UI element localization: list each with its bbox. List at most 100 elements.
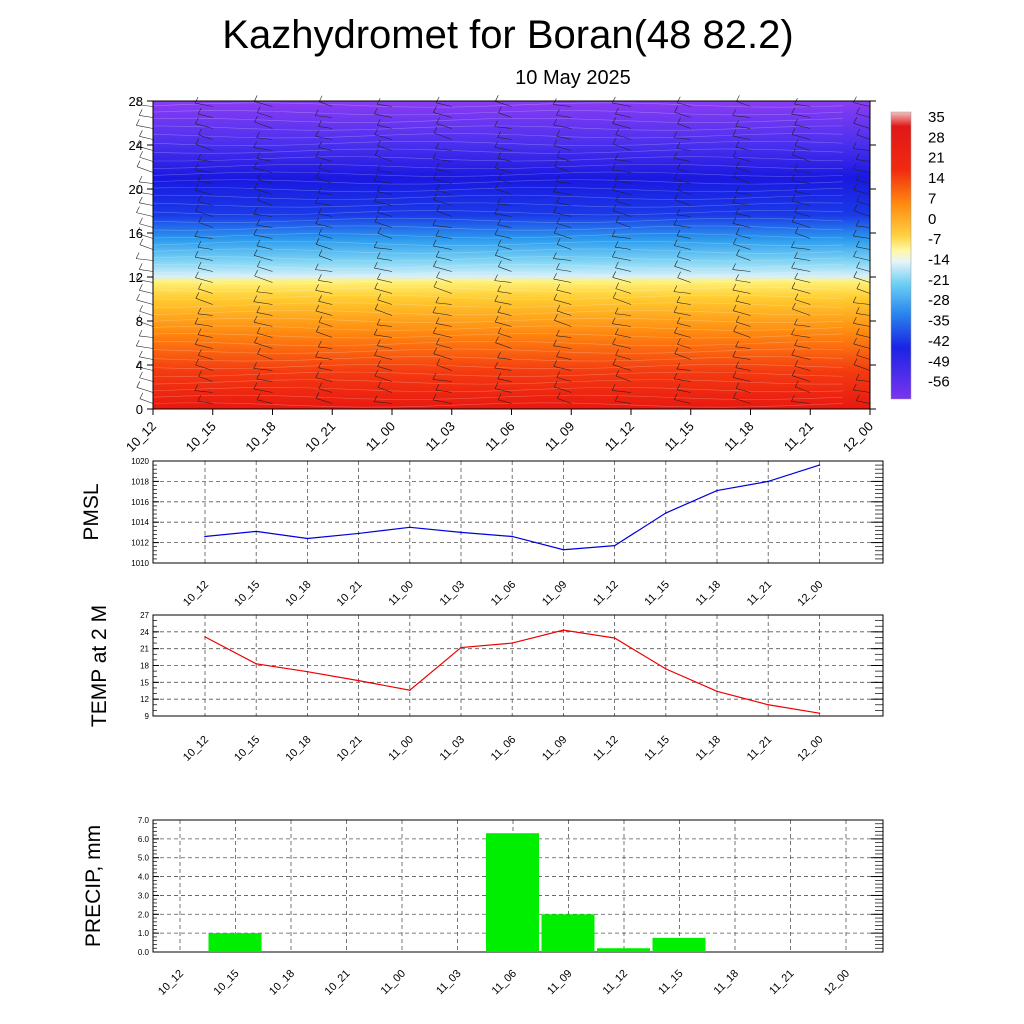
wind-barb: [374, 113, 393, 118]
wind-barb-flag: [136, 360, 140, 367]
pmsl-point: [255, 530, 257, 533]
wind-barb-flag: [673, 306, 678, 313]
wind-barb-flag: [791, 328, 795, 335]
x-tick-label: 11_00: [379, 968, 409, 998]
wind-barb: [374, 288, 393, 294]
wind-barb-flag: [674, 106, 678, 113]
wind-barb: [139, 115, 154, 118]
wind-barb: [253, 234, 273, 239]
x-tick-label: 11_06: [490, 968, 520, 998]
y-tick-label: 1020: [131, 457, 149, 466]
y-tick-label: 4: [136, 358, 143, 373]
wind-barb: [553, 366, 572, 371]
wind-barb-flag: [139, 130, 143, 137]
contour-line: [152, 102, 844, 108]
wind-barb-flag: [677, 271, 681, 278]
wind-barb: [791, 288, 811, 294]
wind-barb-flag: [676, 317, 681, 324]
x-tick-label: 10_15: [212, 968, 242, 998]
wind-barb: [792, 308, 811, 316]
wind-barb-flag: [194, 163, 199, 170]
wind-barb: [498, 178, 512, 184]
wind-barb-flag: [735, 161, 740, 169]
wind-barb: [554, 320, 572, 327]
wind-barb-flag: [735, 120, 739, 127]
wind-barb: [853, 168, 871, 173]
wind-barb-flag: [373, 328, 378, 335]
x-tick-label: 11_06: [482, 419, 517, 454]
wind-barb-flag: [432, 327, 437, 334]
pmsl-point: [562, 548, 565, 551]
wind-barb-flag: [735, 207, 740, 214]
wind-barb: [136, 166, 154, 173]
x-tick-label: 10_15: [232, 734, 262, 764]
wind-barb: [794, 278, 811, 283]
wind-barb-flag: [494, 207, 498, 215]
temp-point: [511, 642, 513, 644]
wind-barb: [497, 158, 512, 162]
wind-barb-flag: [553, 252, 557, 259]
wind-barb-flag: [735, 382, 740, 389]
wind-barb-flag: [256, 131, 260, 138]
wind-barb-flag: [377, 227, 382, 234]
wind-barb: [612, 236, 632, 239]
wind-barb: [498, 266, 512, 272]
y-tick-label: 9: [145, 712, 150, 721]
pmsl-point: [716, 489, 718, 492]
wind-barb-flag: [139, 238, 144, 245]
wind-barb-flag: [318, 249, 323, 256]
wind-barb-flag: [736, 249, 740, 256]
wind-barb-flag: [377, 185, 381, 192]
pmsl-panel: 1010 1012 1014 1016 1018 1020 10_12 10_15 10_18 1…: [80, 457, 884, 609]
wind-barb-flag: [377, 139, 381, 147]
wind-barb: [433, 199, 452, 206]
wind-barb: [198, 267, 213, 272]
wind-barb: [197, 313, 213, 316]
wind-barb: [139, 335, 154, 338]
wind-barb: [198, 201, 213, 206]
wind-barb: [433, 332, 452, 338]
colorbar-label: -49: [928, 353, 950, 370]
wind-barb-flag: [194, 184, 199, 191]
wind-barb: [732, 115, 751, 118]
wind-barb: [612, 364, 632, 371]
wind-barb-flag: [673, 372, 678, 380]
wind-barb-flag: [856, 174, 860, 181]
wind-barb: [377, 170, 393, 173]
wind-barb: [494, 388, 512, 393]
wind-barb: [794, 103, 811, 107]
wind-barb-flag: [673, 393, 678, 400]
wind-barb: [674, 178, 691, 184]
wind-barb-flag: [315, 392, 320, 399]
wind-barb: [374, 267, 393, 272]
wind-barb-flag: [856, 328, 860, 335]
wind-barb: [556, 135, 572, 140]
wind-barb: [795, 232, 811, 239]
wind-barb: [318, 101, 333, 107]
wind-barb: [377, 212, 393, 217]
wind-barb: [256, 312, 273, 316]
contour-line: [152, 256, 844, 262]
y-tick-label: 7.0: [138, 816, 150, 825]
contour-line: [152, 364, 844, 370]
wind-barb: [256, 245, 273, 250]
wind-barb: [253, 388, 273, 393]
wind-barb-flag: [556, 371, 561, 378]
wind-barb: [791, 267, 811, 272]
wind-barb: [676, 235, 691, 239]
wind-barb-flag: [197, 261, 202, 269]
wind-barb: [677, 323, 691, 327]
x-tick-label: 11_15: [656, 968, 686, 998]
wind-barb: [315, 135, 333, 140]
wind-barb: [315, 244, 333, 250]
colorbar-label: -56: [928, 374, 950, 391]
wind-barb: [195, 344, 213, 349]
wind-barb: [676, 302, 691, 305]
wind-barb-flag: [612, 271, 616, 278]
wind-barb-flag: [435, 163, 440, 170]
contour-line: [152, 348, 844, 354]
wind-barb: [256, 178, 273, 184]
x-tick-label: 11_09: [540, 579, 570, 609]
wind-barb-flag: [732, 129, 737, 137]
wind-barb: [377, 324, 393, 327]
